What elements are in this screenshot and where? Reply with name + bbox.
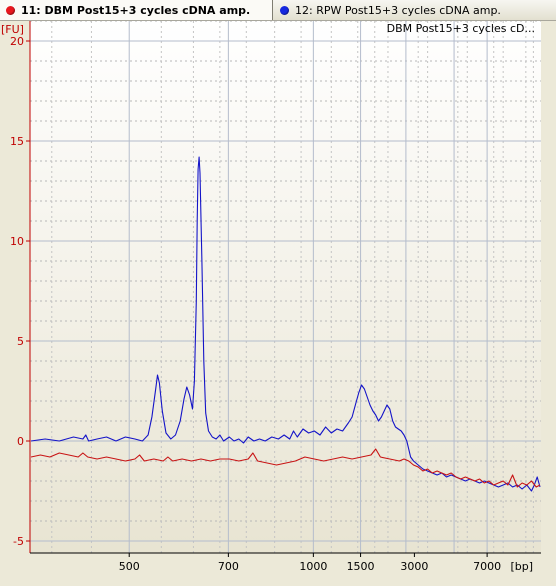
x-tick-label: 1500 [347, 560, 375, 573]
chart-title: DBM Post15+3 cycles cD... [387, 22, 535, 35]
y-tick-label: -5 [13, 535, 24, 548]
series-line-dbm [30, 448, 541, 488]
x-tick-label: 1000 [299, 560, 327, 573]
y-axis-ticks: -5 0 5 10 15 20 [10, 35, 30, 548]
y-tick-label: 10 [10, 235, 24, 248]
tab-bar: 11: DBM Post15+3 cycles cDNA amp. 12: RP… [0, 0, 556, 21]
x-axis-label: [bp] [510, 560, 533, 573]
tab-sample-12[interactable]: 12: RPW Post15+3 cycles cDNA amp. [275, 0, 556, 20]
blue-dot-icon [280, 5, 289, 15]
y-tick-label: 0 [17, 435, 24, 448]
x-tick-label: 3000 [400, 560, 428, 573]
red-dot-icon [6, 5, 15, 15]
tab-label: 11: DBM Post15+3 cycles cDNA amp. [21, 3, 251, 17]
tab-sample-11[interactable]: 11: DBM Post15+3 cycles cDNA amp. [0, 0, 273, 20]
plot-area [30, 21, 541, 553]
x-tick-label: 700 [218, 560, 239, 573]
x-axis-ticks: 500 700 1000 1500 3000 7000 [119, 553, 501, 573]
tab-label: 12: RPW Post15+3 cycles cDNA amp. [295, 3, 501, 17]
x-tick-label: 7000 [473, 560, 501, 573]
major-grid [30, 21, 541, 553]
y-tick-label: 20 [10, 35, 24, 48]
electropherogram-chart: -5 0 5 10 15 20 500 700 1000 1500 3000 7000 [FU] [… [0, 21, 556, 586]
series-group [30, 156, 541, 492]
x-tick-label: 500 [119, 560, 140, 573]
y-axis-label: [FU] [1, 23, 24, 36]
y-tick-label: 5 [17, 335, 24, 348]
minor-grid [30, 21, 541, 553]
y-tick-label: 15 [10, 135, 24, 148]
